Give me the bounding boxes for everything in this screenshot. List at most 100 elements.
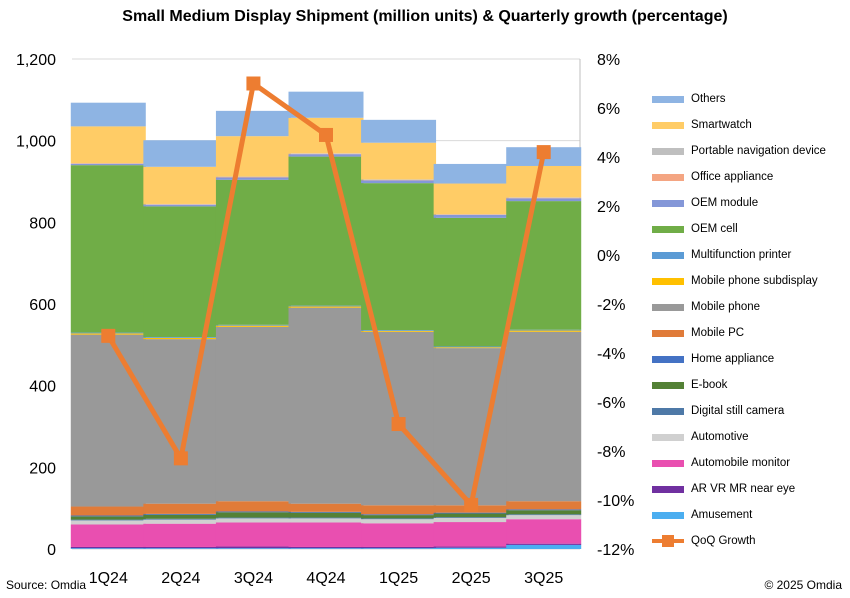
- legend-swatch: [652, 407, 684, 415]
- left-tick-label: 1,000: [16, 134, 56, 151]
- left-tick-label: 800: [29, 215, 56, 232]
- bar-segment: [288, 511, 364, 513]
- bar-segment: [143, 548, 219, 549]
- bar-segment: [361, 505, 437, 515]
- right-tick-label: -10%: [597, 493, 634, 510]
- left-tick-label: 0: [47, 542, 56, 559]
- legend-item: Mobile PC: [652, 320, 848, 346]
- growth-point: [246, 76, 261, 91]
- legend-item: Amusement: [652, 502, 848, 528]
- legend-swatch: [652, 303, 684, 311]
- legend-label: Automobile monitor: [691, 457, 791, 469]
- bar-segment: [433, 512, 509, 514]
- bar-segment: [215, 518, 291, 523]
- bar-segment: [215, 136, 291, 177]
- legend-label: Portable navigation device: [691, 145, 826, 157]
- bar-segment: [215, 324, 291, 326]
- x-tick-label: 3Q24: [234, 570, 273, 587]
- bar-segment: [143, 206, 219, 338]
- legend-swatch: [652, 147, 684, 155]
- legend-swatch: [652, 225, 684, 233]
- bar-segment: [506, 329, 582, 331]
- x-tick-label: 4Q24: [306, 570, 345, 587]
- legend-label: Mobile PC: [691, 327, 745, 339]
- bar-segment: [70, 548, 146, 549]
- bar-segment: [70, 334, 146, 507]
- stacked-bars: [70, 91, 582, 549]
- right-axis-ticks: -12% -10% -8% -6% -4% -2% 0% 2% 4% 6% 8%: [597, 52, 634, 559]
- bar-segment: [288, 517, 364, 519]
- legend-label: OEM cell: [691, 223, 738, 235]
- legend-item: OEM cell: [652, 216, 848, 242]
- bar-segment: [143, 523, 219, 547]
- legend-label: Multifunction printer: [691, 249, 792, 261]
- bar-segment: [433, 517, 509, 523]
- bar-segment: [215, 501, 291, 512]
- bar-segment: [70, 515, 146, 517]
- legend-swatch: [652, 459, 684, 467]
- bar-segment: [70, 126, 146, 164]
- legend-swatch: [652, 95, 684, 103]
- legend-item: Digital still camera: [652, 398, 848, 424]
- source-note: Source: Omdia: [6, 578, 87, 592]
- bar-segment: [143, 140, 219, 167]
- legend-item: Automotive: [652, 424, 848, 450]
- bar-segment: [361, 183, 437, 331]
- bar-segment: [215, 179, 291, 325]
- legend-item: QoQ Growth: [652, 528, 848, 554]
- bar-segment: [143, 518, 219, 520]
- bar-segment: [288, 307, 364, 504]
- left-axis-ticks: 0 200 400 600 800 1,000 1,200: [16, 52, 56, 559]
- bar-segment: [506, 519, 582, 544]
- bar-segment: [143, 514, 219, 519]
- left-tick-label: 1,200: [16, 52, 56, 69]
- legend-label: Home appliance: [691, 353, 775, 365]
- bar-segment: [433, 513, 509, 518]
- right-tick-label: -2%: [597, 297, 625, 314]
- legend-label: AR VR MR near eye: [691, 483, 796, 495]
- growth-point: [391, 417, 406, 432]
- bar-segment: [215, 548, 291, 549]
- bar-segment: [215, 511, 291, 513]
- legend-swatch: [652, 381, 684, 389]
- bar-segment: [288, 522, 364, 547]
- bar-segment: [215, 522, 291, 547]
- legend-swatch: [652, 277, 684, 285]
- growth-point: [101, 328, 116, 343]
- x-tick-label: 2Q24: [161, 570, 200, 587]
- qoq-growth-line: [101, 76, 551, 512]
- bar-segment: [506, 165, 582, 198]
- bar-segment: [361, 515, 437, 519]
- legend-item: Mobile phone subdisplay: [652, 268, 848, 294]
- bar-segment: [506, 501, 582, 510]
- growth-point: [319, 127, 333, 142]
- bar-segment: [433, 546, 509, 548]
- bar-segment: [506, 331, 582, 502]
- legend-label: Mobile phone: [691, 301, 761, 313]
- legend-label: Smartwatch: [691, 119, 752, 131]
- left-tick-label: 600: [29, 297, 56, 314]
- legend-label: Office appliance: [691, 171, 774, 183]
- growth-point: [464, 497, 479, 512]
- right-tick-label: 2%: [597, 199, 620, 216]
- left-tick-label: 200: [29, 460, 56, 477]
- legend-item: Office appliance: [652, 164, 848, 190]
- bar-segment: [506, 330, 582, 332]
- bar-segment: [215, 517, 291, 519]
- legend-label: QoQ Growth: [691, 535, 756, 547]
- legend-swatch: [652, 251, 684, 259]
- x-axis-ticks: 1Q24 2Q24 3Q24 4Q24 1Q25 2Q25 3Q25: [89, 570, 564, 587]
- bar-segment: [288, 154, 364, 157]
- bar-segment: [433, 347, 509, 349]
- bar-segment: [361, 142, 437, 180]
- bar-segment: [506, 543, 582, 545]
- right-tick-label: -4%: [597, 346, 625, 363]
- legend-item: Automobile monitor: [652, 450, 848, 476]
- legend-swatch: [652, 355, 684, 363]
- x-tick-label: 1Q25: [379, 570, 418, 587]
- bar-segment: [506, 201, 582, 330]
- bar-segment: [143, 166, 219, 204]
- bar-segment: [506, 198, 582, 202]
- bar-segment: [361, 119, 437, 143]
- x-tick-label: 2Q25: [452, 570, 491, 587]
